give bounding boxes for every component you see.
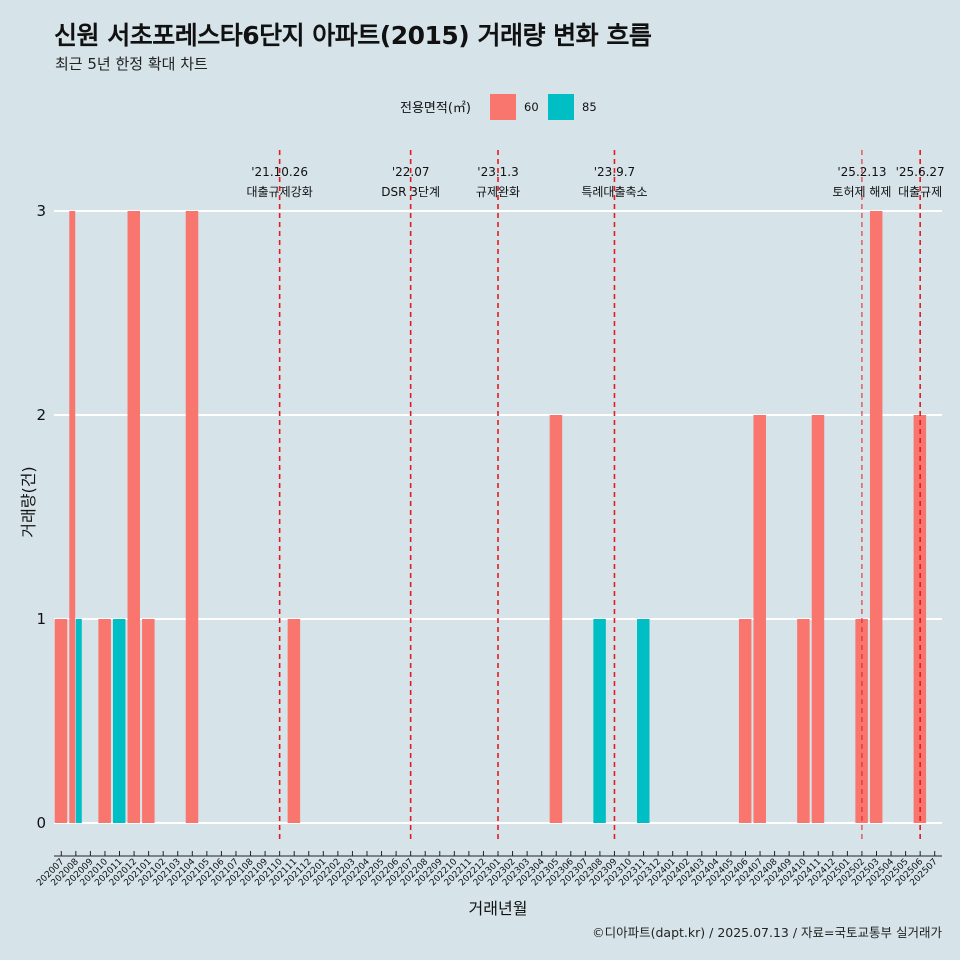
y-tick-label-3: 3 [36,202,46,220]
event-date-4: '25.2.13 [837,165,886,179]
event-label-4: 토허제 해제 [832,185,891,199]
event-date-0: '21.10.26 [251,165,308,179]
event-label-5: 대출규제 [898,185,942,199]
event-label-3: 특례대출축소 [581,185,647,199]
legend: 전용면적(㎡) 60 85 [400,94,597,120]
bar-60-202407 [753,415,766,823]
x-axis-title: 거래년월 [469,899,528,918]
y-tick-label-2: 2 [36,406,46,424]
bar-85-202308 [593,619,606,823]
event-label-1: DSR 3단계 [381,185,440,199]
bar-60-202007 [54,619,68,823]
bars [54,211,927,823]
legend-label-85: 85 [582,100,597,114]
bar-60-202305 [549,415,563,823]
bar-60-202411 [811,415,825,823]
chart-title: 신원 서초포레스타6단지 아파트(2015) 거래량 변화 흐름 [54,21,652,50]
event-date-5: '25.6.27 [896,165,945,179]
bar-85-202311 [637,619,650,823]
event-label-0: 대출규제강화 [247,185,313,199]
legend-label-60: 60 [524,100,539,114]
event-date-1: '22.07 [392,165,430,179]
y-axis: 0 1 2 3 [36,202,46,832]
legend-swatch-60 [490,94,516,120]
bar-60-202008 [69,211,76,823]
event-label-2: 규제완화 [476,185,520,199]
bar-60-202111 [287,619,301,823]
bar-85-202008 [75,619,82,823]
bar-60-202503 [869,211,883,823]
bar-60-202104 [185,211,199,823]
y-tick-label-0: 0 [36,814,46,832]
event-date-2: '23.1.3 [477,165,518,179]
bar-60-202010 [98,619,111,823]
y-tick-label-1: 1 [36,610,46,628]
bar-60-202012 [127,211,141,823]
y-axis-title: 거래량(건) [19,466,38,537]
bar-85-202011 [112,619,126,823]
event-date-3: '23.9.7 [594,165,635,179]
bar-60-202410 [797,619,810,823]
bar-60-202406 [738,619,752,823]
chart-subtitle: 최근 5년 한정 확대 차트 [55,55,208,73]
x-axis: 2020072020082020092020102020112020122021… [35,851,942,888]
legend-title: 전용면적(㎡) [400,101,471,116]
event-markers: '21.10.26 대출규제강화 '22.07 DSR 3단계 '23.1.3 규제완화 '… [247,150,945,840]
legend-swatch-85 [548,94,574,120]
bar-60-202101 [142,619,155,823]
source-caption: ©디아파트(dapt.kr) / 2025.07.13 / 자료=국토교통부 실… [592,925,942,940]
